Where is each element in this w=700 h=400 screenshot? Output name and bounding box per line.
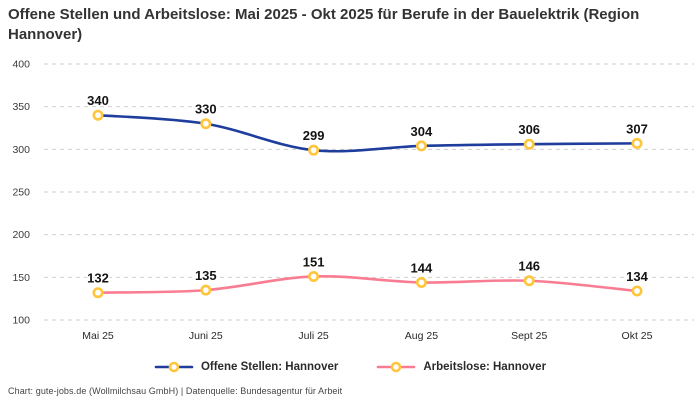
svg-text:330: 330 xyxy=(195,102,217,117)
chart-title: Offene Stellen und Arbeitslose: Mai 2025… xyxy=(8,6,640,44)
line-marker-icon xyxy=(154,361,194,373)
svg-text:100: 100 xyxy=(12,315,30,327)
svg-text:307: 307 xyxy=(626,121,648,136)
svg-text:134: 134 xyxy=(626,269,648,284)
svg-text:144: 144 xyxy=(411,260,433,275)
svg-text:Mai 25: Mai 25 xyxy=(82,330,114,342)
svg-text:Aug 25: Aug 25 xyxy=(405,330,438,342)
svg-text:Okt 25: Okt 25 xyxy=(622,330,653,342)
plot-area: 100 150 200 250 300 350 400 Mai 25 Juni 25 Juli 2… xyxy=(12,59,694,342)
svg-text:Juli 25: Juli 25 xyxy=(298,330,329,342)
svg-text:151: 151 xyxy=(303,254,325,269)
svg-text:Sept 25: Sept 25 xyxy=(511,330,547,342)
svg-text:132: 132 xyxy=(87,271,109,286)
legend-label: Offene Stellen: Hannover xyxy=(200,361,339,373)
svg-text:350: 350 xyxy=(12,101,30,113)
svg-text:306: 306 xyxy=(518,122,540,137)
legend-item-offene-stellen[interactable]: Offene Stellen: Hannover xyxy=(154,361,338,373)
svg-text:304: 304 xyxy=(411,124,433,139)
legend-label: Arbeitslose: Hannover xyxy=(423,361,547,373)
svg-text:340: 340 xyxy=(87,93,109,108)
svg-text:250: 250 xyxy=(12,187,30,199)
svg-text:299: 299 xyxy=(303,128,325,143)
svg-text:Juni 25: Juni 25 xyxy=(189,330,223,342)
legend: Offene Stellen: Hannover Arbeitslose: Ha… xyxy=(0,361,700,373)
attribution-text: Chart: gute-jobs.de (Wollmilchsau GmbH) … xyxy=(8,386,343,396)
svg-text:400: 400 xyxy=(12,59,30,71)
svg-text:146: 146 xyxy=(518,259,540,274)
line-marker-icon xyxy=(377,361,416,373)
svg-text:300: 300 xyxy=(12,144,30,156)
svg-text:150: 150 xyxy=(12,272,30,284)
svg-text:135: 135 xyxy=(195,268,217,283)
legend-item-arbeitslose[interactable]: Arbeitslose: Hannover xyxy=(376,361,546,373)
svg-text:200: 200 xyxy=(12,229,30,241)
